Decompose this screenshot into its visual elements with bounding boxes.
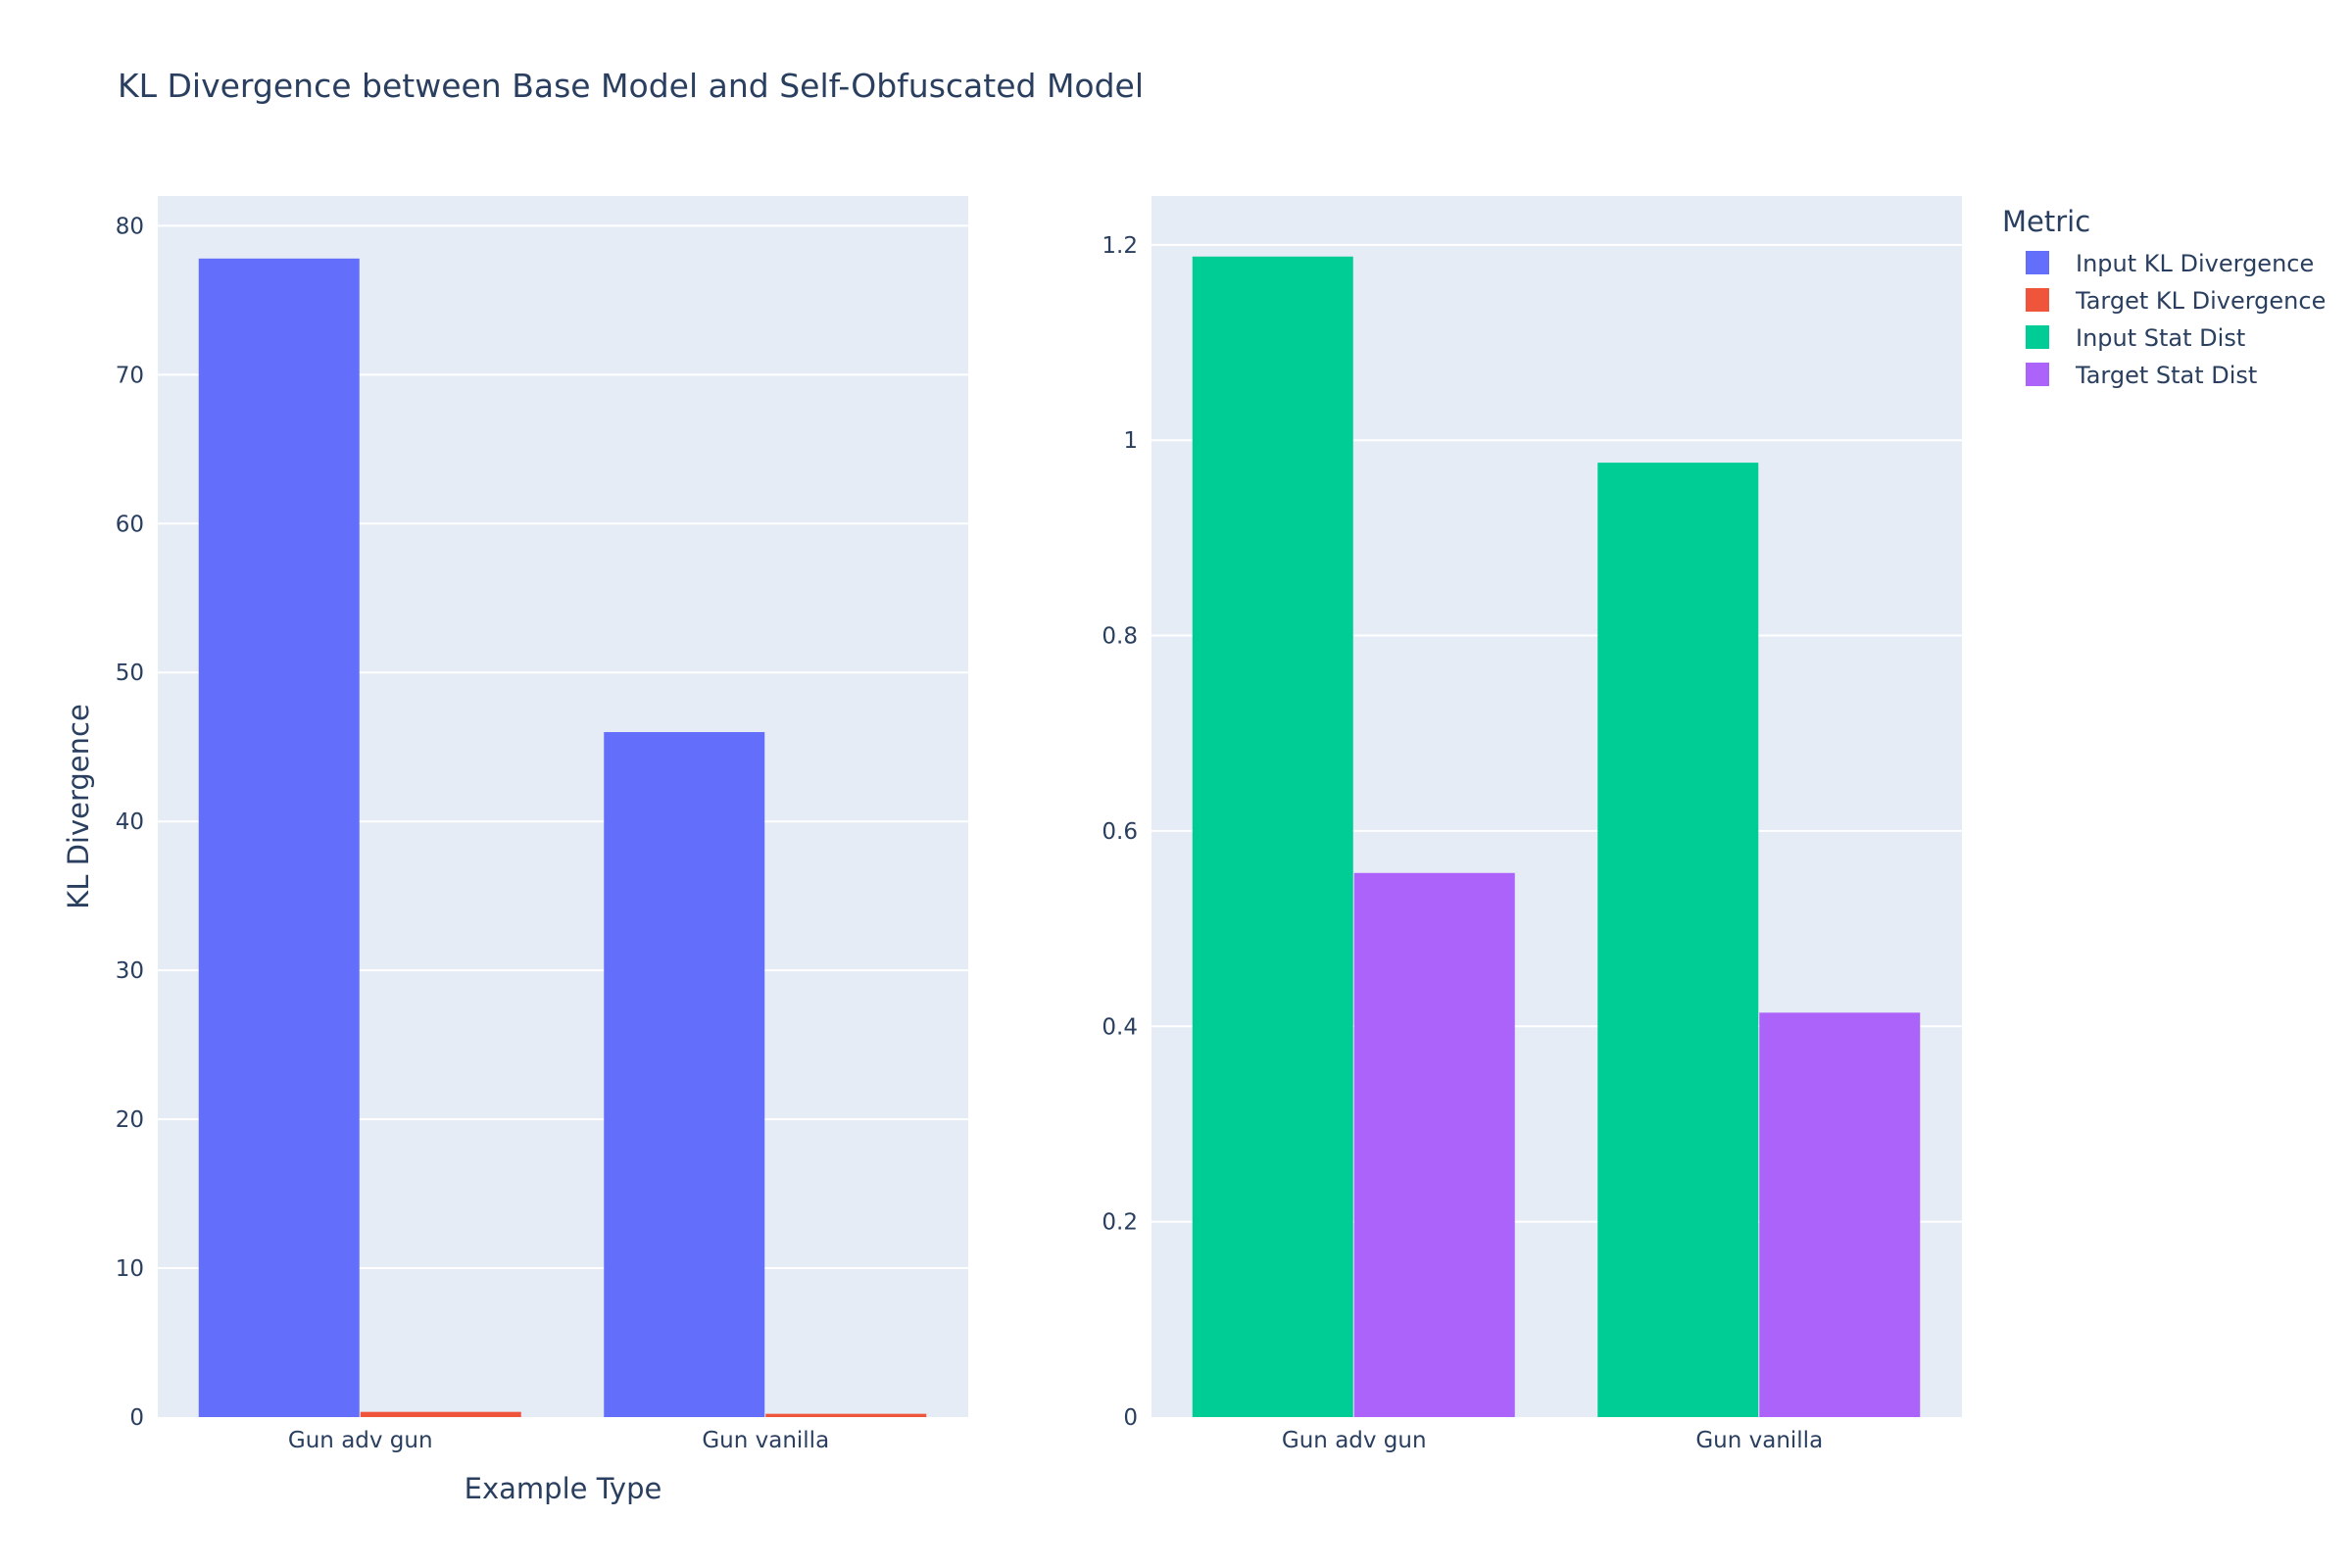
legend-swatch-input-stat-dist [2026, 325, 2049, 349]
bar-target-kl-divergence-gun-vanilla [765, 1413, 927, 1417]
bar-input-kl-divergence-gun-adv-gun [198, 258, 360, 1417]
bar-input-stat-dist-gun-adv-gun [1192, 256, 1353, 1417]
x-tick-label: Gun vanilla [702, 1428, 829, 1453]
bar-target-stat-dist-gun-vanilla [1759, 1012, 1921, 1417]
bar-input-kl-divergence-gun-vanilla [604, 732, 765, 1417]
y-tick-label: 10 [116, 1256, 144, 1282]
subplot-stat-dist: 0 0.2 0.4 0.6 0.8 1 1.2 Gun adv gun Gun vanilla [1102, 196, 1962, 1453]
y-tick-label: 1 [1123, 428, 1138, 454]
y-tick-label: 80 [116, 214, 144, 239]
y-tick-label: 30 [116, 958, 144, 984]
y-tick-label: 60 [116, 512, 144, 537]
y-tick-label: 70 [116, 363, 144, 388]
y-tick-label: 0.8 [1102, 624, 1138, 650]
y-tick-label: 40 [116, 809, 144, 835]
legend-swatch-target-kl-divergence [2026, 288, 2049, 312]
y-tick-label: 50 [116, 661, 144, 686]
y-tick-label: 0.2 [1102, 1210, 1138, 1236]
y-tick-label: 0.4 [1102, 1014, 1138, 1040]
legend: Input KL Divergence Target KL Divergence I… [2026, 250, 2326, 389]
legend-label-target-stat-dist: Target Stat Dist [2075, 362, 2257, 389]
bar-input-stat-dist-gun-vanilla [1597, 463, 1759, 1417]
legend-label-input-stat-dist: Input Stat Dist [2076, 324, 2245, 352]
x-tick-label: Gun adv gun [1282, 1428, 1427, 1453]
legend-swatch-input-kl-divergence [2026, 251, 2049, 274]
x-tick-label: Gun adv gun [288, 1428, 433, 1453]
y-axis-title: KL Divergence [62, 704, 95, 909]
chart-title: KL Divergence between Base Model and Sel… [118, 67, 1144, 105]
y-tick-label: 0 [1123, 1405, 1138, 1431]
bar-target-stat-dist-gun-adv-gun [1353, 872, 1515, 1417]
x-tick-label: Gun vanilla [1695, 1428, 1823, 1453]
subplot-kl-divergence: 0 10 20 30 40 50 60 70 80 Gun adv gun Gun vanilla E… [62, 196, 968, 1505]
y-tick-label: 1.2 [1102, 233, 1138, 259]
legend-label-input-kl-divergence: Input KL Divergence [2076, 250, 2314, 277]
y-tick-label: 20 [116, 1107, 144, 1133]
bar-target-kl-divergence-gun-adv-gun [360, 1411, 521, 1417]
legend-title: Metric [2002, 205, 2090, 238]
y-tick-label: 0.6 [1102, 819, 1138, 845]
legend-swatch-target-stat-dist [2026, 363, 2049, 386]
legend-label-target-kl-divergence: Target KL Divergence [2075, 287, 2326, 315]
y-tick-label: 0 [129, 1405, 144, 1431]
x-axis-title: Example Type [465, 1472, 662, 1505]
